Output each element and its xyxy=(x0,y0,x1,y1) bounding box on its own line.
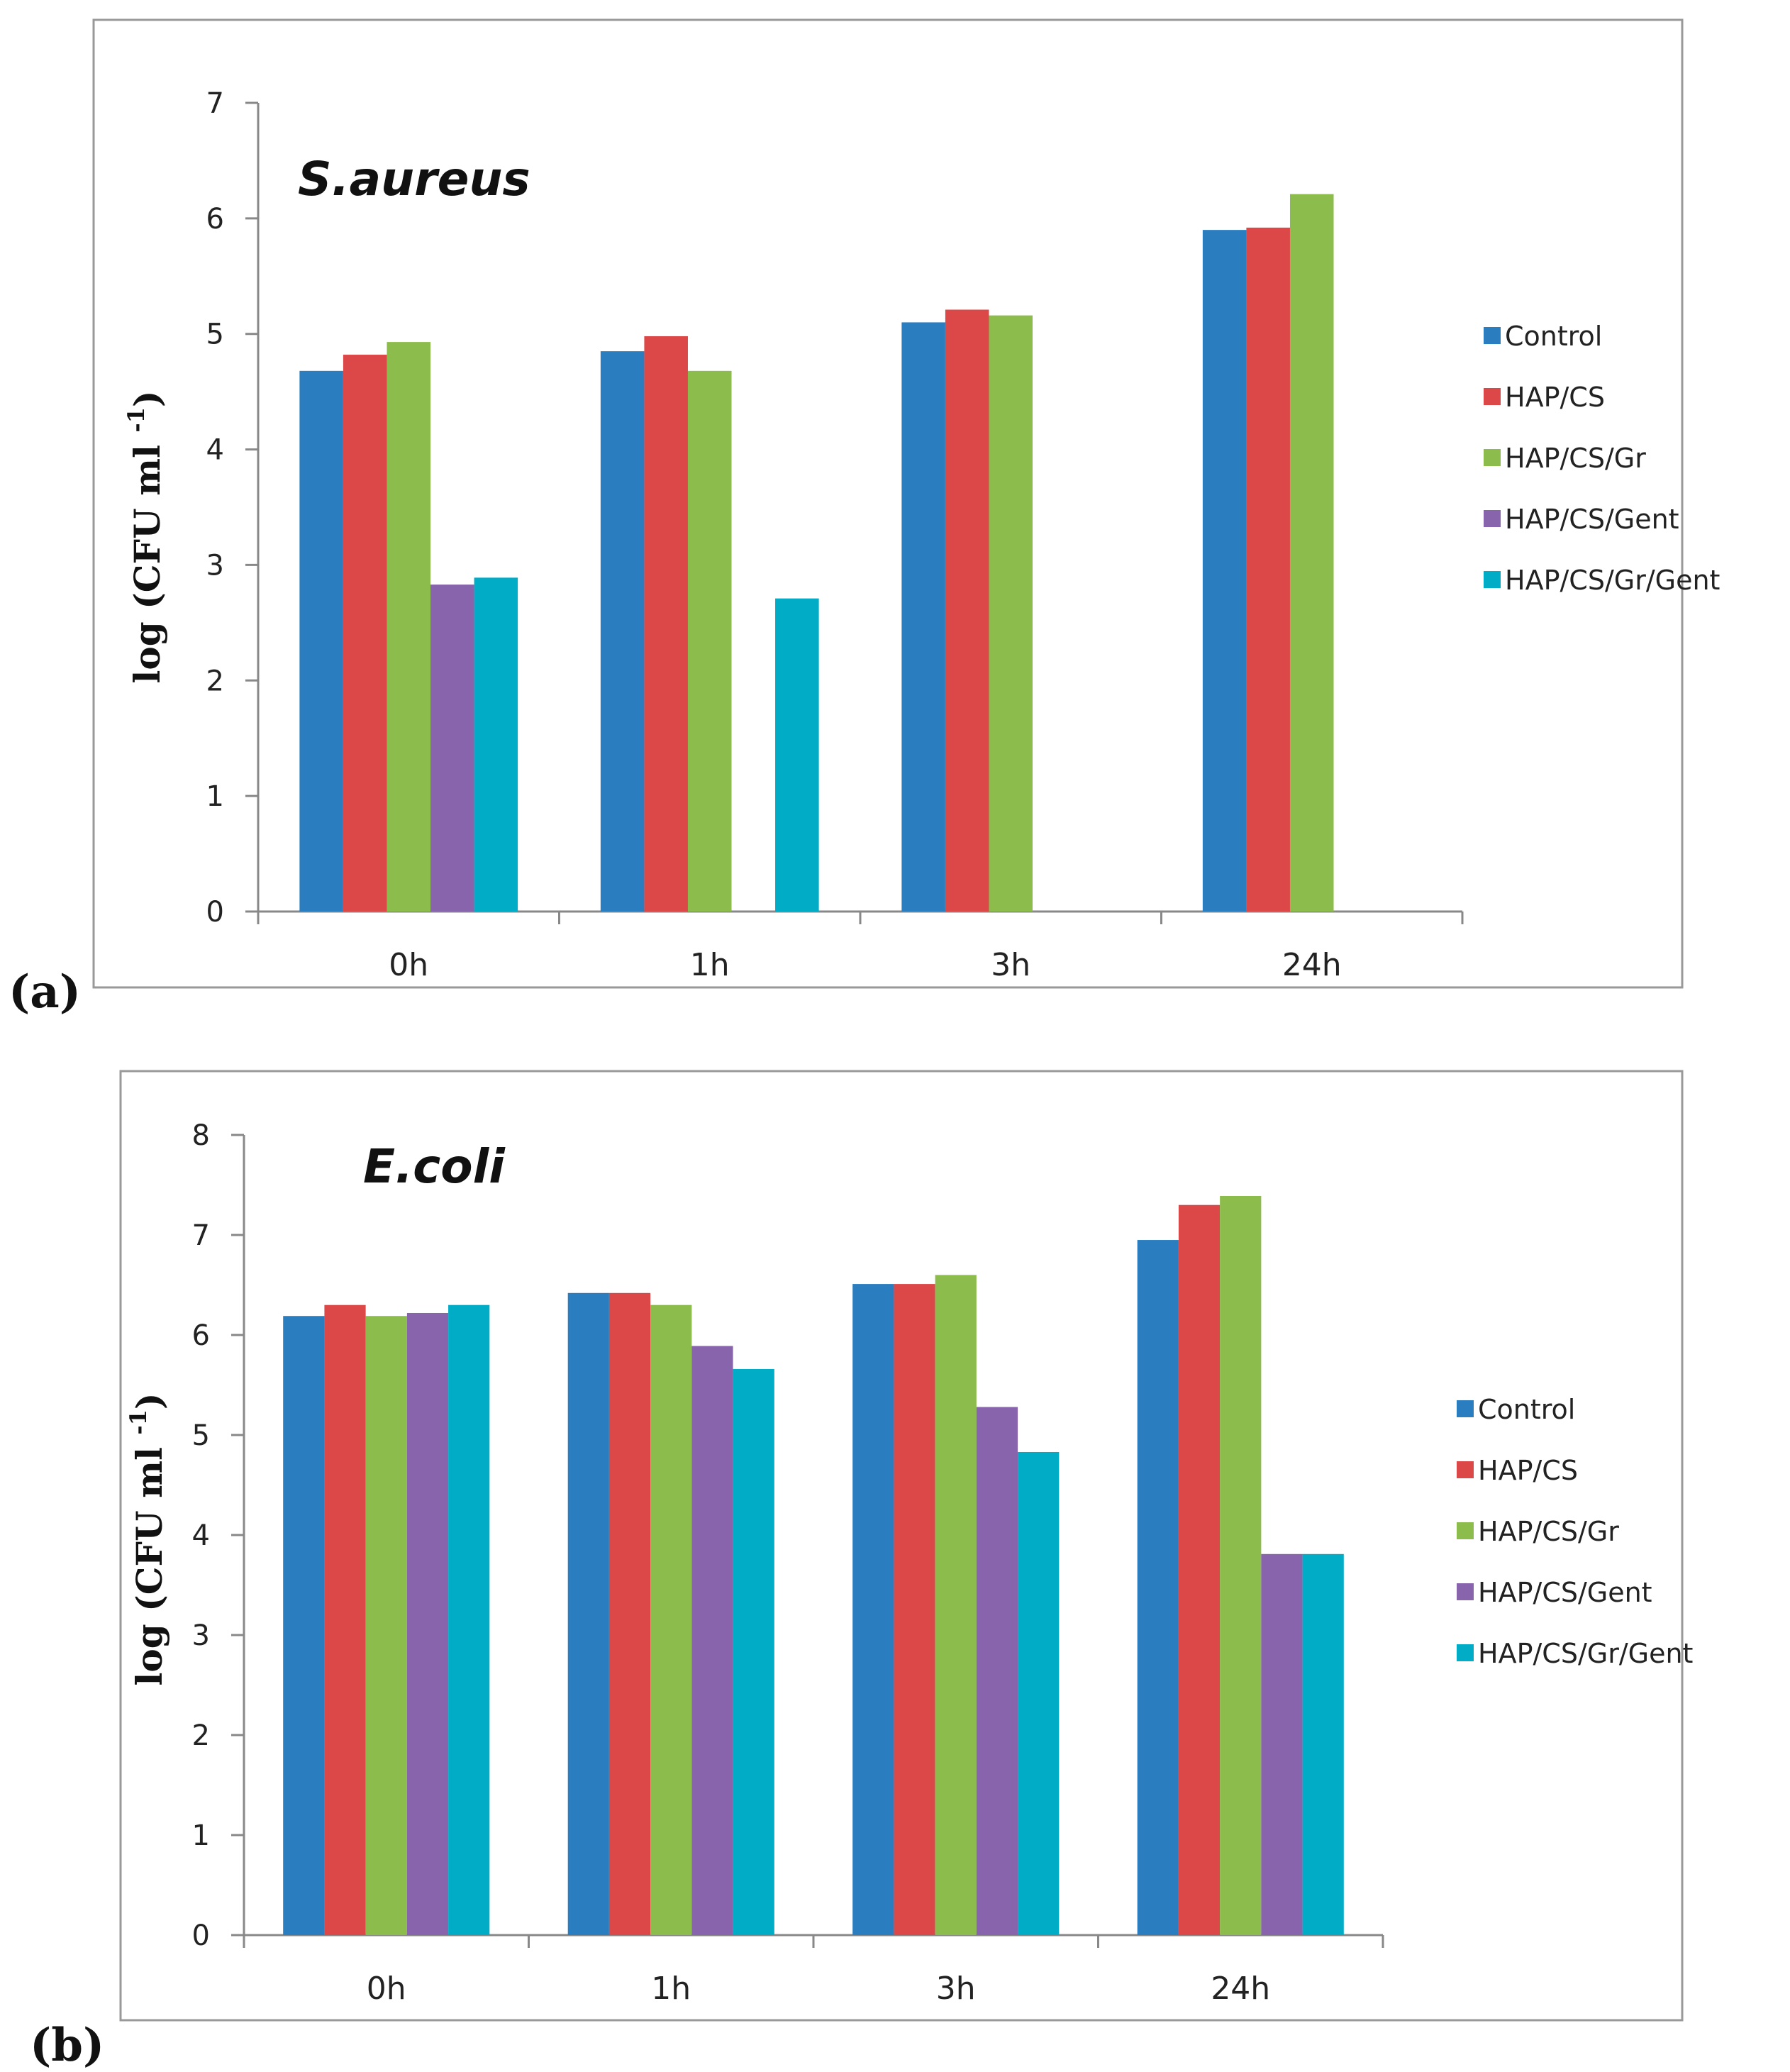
bar xyxy=(1178,1204,1221,1935)
x-tick-label: 0h xyxy=(389,947,428,983)
chart-title: S.aureus xyxy=(298,152,530,206)
y-tick-label: 4 xyxy=(192,1519,210,1552)
y-tick-label: 0 xyxy=(192,1919,210,1952)
bar xyxy=(644,336,688,912)
chart-frame xyxy=(92,18,1684,989)
bar xyxy=(976,1407,1018,1935)
y-tick-label: 6 xyxy=(192,1319,210,1352)
legend-swatch xyxy=(1484,449,1501,466)
bar xyxy=(283,1316,325,1935)
bar xyxy=(650,1304,692,1935)
legend-label: HAP/CS/Gent xyxy=(1478,1577,1652,1608)
bar xyxy=(945,309,989,912)
x-tick-label: 0h xyxy=(367,1971,406,2007)
legend-swatch xyxy=(1457,1644,1474,1661)
bar xyxy=(1289,194,1334,912)
y-tick-label: 2 xyxy=(206,665,224,697)
bar xyxy=(894,1284,935,1935)
x-tick-label: 24h xyxy=(1211,1971,1270,2007)
legend-swatch xyxy=(1457,1461,1474,1478)
y-tick-label: 6 xyxy=(206,203,224,236)
x-tick-label: 1h xyxy=(651,1971,691,2007)
bar xyxy=(343,355,387,912)
bar xyxy=(324,1304,366,1935)
y-tick-label: 2 xyxy=(192,1719,210,1752)
y-tick-label: 7 xyxy=(206,87,224,120)
y-axis-label: log (CFU ml -1) xyxy=(125,1392,170,1685)
bar xyxy=(1302,1553,1344,1935)
bar xyxy=(1220,1196,1262,1935)
legend-label: HAP/CS xyxy=(1505,382,1605,413)
chart-frame xyxy=(119,1070,1684,2022)
x-tick-label: 24h xyxy=(1282,947,1342,983)
legend-label: HAP/CS/Gr xyxy=(1478,1516,1619,1547)
x-tick-label: 3h xyxy=(936,1971,976,2007)
legend-swatch xyxy=(1457,1522,1474,1539)
y-axis-label-superscript: -1 xyxy=(125,1409,152,1435)
legend-label: Control xyxy=(1478,1394,1575,1425)
legend: Control HAP/CS HAP/CS/Gr HAP/CS/Gent HAP/CS/… xyxy=(1457,1394,1693,1669)
legend-label: HAP/CS/Gr/Gent xyxy=(1478,1638,1693,1669)
bar xyxy=(733,1368,774,1935)
y-tick-label: 7 xyxy=(192,1219,210,1252)
y-tick-label: 5 xyxy=(206,318,224,351)
bar xyxy=(365,1316,407,1935)
bar xyxy=(852,1284,894,1935)
legend-label: Control xyxy=(1505,321,1602,352)
legend-label: HAP/CS/Gr/Gent xyxy=(1505,565,1720,596)
bar xyxy=(1202,230,1247,912)
y-axis-label: log (CFU ml -1) xyxy=(123,390,168,683)
legend-label: HAP/CS/Gent xyxy=(1505,504,1679,535)
bar xyxy=(687,370,732,912)
bar xyxy=(1137,1240,1179,1935)
y-tick-label: 1 xyxy=(206,780,224,813)
legend-swatch xyxy=(1484,571,1501,588)
bar xyxy=(1246,227,1290,912)
bar xyxy=(1018,1451,1060,1935)
legend-swatch xyxy=(1484,327,1501,344)
legend: Control HAP/CS HAP/CS/Gr HAP/CS/Gent HAP/CS/… xyxy=(1484,321,1720,596)
bar xyxy=(935,1275,977,1935)
y-tick-label: 3 xyxy=(206,549,224,582)
bar xyxy=(567,1292,609,1935)
x-tick-label: 3h xyxy=(991,947,1030,983)
bar xyxy=(608,1292,651,1935)
legend-swatch xyxy=(1484,510,1501,527)
panel-label: (b) xyxy=(30,2019,104,2072)
y-tick-label: 0 xyxy=(206,896,224,929)
bar xyxy=(691,1346,733,1935)
y-tick-label: 8 xyxy=(192,1119,210,1152)
legend-label: HAP/CS xyxy=(1478,1455,1578,1486)
bar xyxy=(299,370,343,912)
legend-label: HAP/CS/Gr xyxy=(1505,443,1646,474)
y-axis-label-end: ) xyxy=(128,1392,170,1409)
chart-panel-b: 0 1 2 3 4 5 6 7 8 0h 1h 3h 24h log (CFU ml -1) E.coli C… xyxy=(30,1070,1693,2072)
bar xyxy=(600,351,645,912)
bar xyxy=(430,585,474,912)
bar xyxy=(1261,1553,1303,1935)
y-axis-label-main: log (CFU ml xyxy=(128,1435,170,1686)
bar xyxy=(387,342,431,912)
y-tick-label: 1 xyxy=(192,1819,210,1852)
y-tick-label: 5 xyxy=(192,1419,210,1452)
y-axis-label-end: ) xyxy=(126,390,168,407)
chart-panel-a: 0 1 2 3 4 5 6 7 0h 1h 3h 24h log (CFU ml -1) S.aureus… xyxy=(9,18,1720,1019)
bar xyxy=(448,1304,490,1935)
y-tick-label: 3 xyxy=(192,1619,210,1652)
chart-title: E.coli xyxy=(363,1139,506,1194)
y-axis-label-main: log (CFU ml xyxy=(126,433,168,684)
legend-swatch xyxy=(1457,1583,1474,1600)
bar xyxy=(406,1312,449,1935)
x-tick-label: 1h xyxy=(690,947,730,983)
bar xyxy=(775,598,819,912)
legend-swatch xyxy=(1457,1400,1474,1417)
legend-swatch xyxy=(1484,388,1501,405)
panel-label: (a) xyxy=(9,965,81,1019)
bar xyxy=(474,577,518,912)
bar xyxy=(989,315,1033,912)
y-tick-label: 4 xyxy=(206,434,224,467)
y-axis-label-superscript: -1 xyxy=(123,407,150,433)
bar xyxy=(901,322,945,912)
